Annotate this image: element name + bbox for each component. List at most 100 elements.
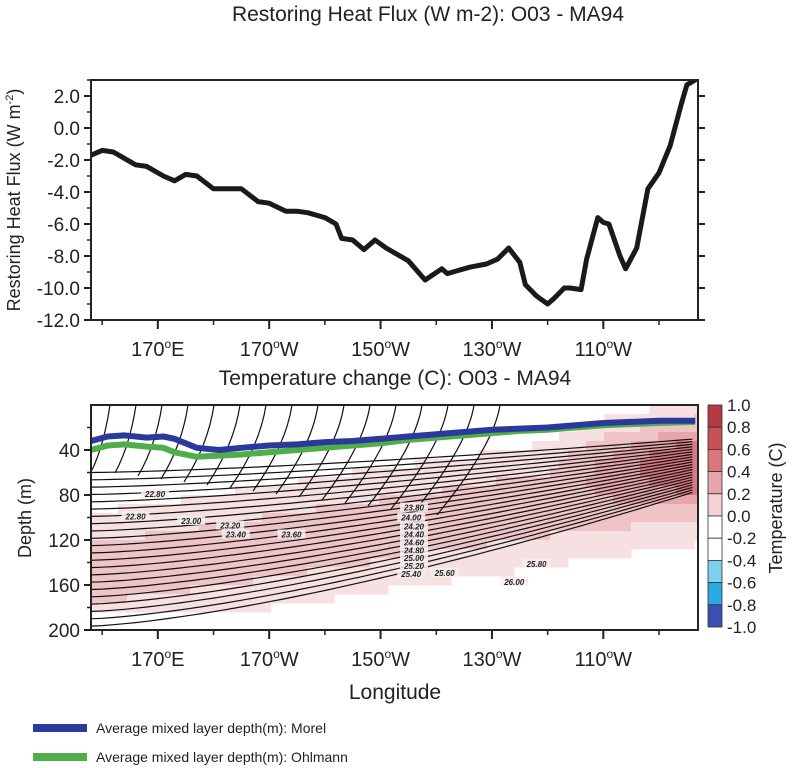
legend-label-ohlmann: Average mixed layer depth(m): Ohlmann [96, 749, 348, 765]
anomaly-cell [649, 423, 659, 433]
anomaly-cell [226, 540, 236, 550]
isotherm-label: 23.20 [219, 522, 241, 531]
anomaly-cell [640, 468, 650, 478]
anomaly-cell [253, 486, 263, 496]
isotherm-line [91, 474, 693, 576]
anomaly-cell [145, 585, 155, 595]
anomaly-cell [172, 567, 182, 577]
anomaly-cell [262, 558, 272, 568]
anomaly-cell [145, 567, 155, 577]
anomaly-cell [460, 513, 470, 523]
isotherm-label-bg [399, 521, 428, 531]
anomaly-cell [226, 567, 236, 577]
anomaly-cell [100, 567, 110, 577]
anomaly-cell [604, 477, 614, 487]
anomaly-cell [109, 567, 119, 577]
temperature-y-tick-label: 200 [48, 621, 80, 642]
anomaly-cell [658, 432, 668, 442]
anomaly-cell [676, 504, 686, 514]
isotherm-line [91, 486, 693, 612]
anomaly-cell [370, 585, 380, 595]
anomaly-cell [298, 567, 308, 577]
isotherm-line [91, 441, 693, 481]
anomaly-cell [676, 423, 686, 433]
anomaly-cell [136, 540, 146, 550]
heat-flux-y-tick-label: -2.0 [47, 151, 80, 172]
anomaly-cell [649, 540, 659, 550]
anomaly-cell [190, 504, 200, 514]
anomaly-cell [361, 477, 371, 487]
anomaly-cell [451, 477, 461, 487]
anomaly-cell [370, 531, 380, 541]
anomaly-cell [136, 558, 146, 568]
isotherm-line [91, 451, 693, 510]
anomaly-cell [496, 459, 506, 469]
anomaly-cell [127, 504, 137, 514]
colorbar-swatch [707, 537, 723, 561]
anomaly-cell [100, 594, 110, 604]
anomaly-cell [343, 558, 353, 568]
anomaly-cell [280, 558, 290, 568]
isotherm-label-bg [500, 576, 529, 586]
isotherm-label-bg [141, 489, 170, 498]
anomaly-cell [523, 549, 533, 559]
anomaly-cell [478, 540, 488, 550]
anomaly-cell [298, 558, 308, 568]
anomaly-cell [469, 486, 479, 496]
anomaly-cell [505, 459, 515, 469]
isotherm-label: 24.60 [403, 538, 425, 547]
anomaly-cell [136, 522, 146, 532]
anomaly-cell [181, 585, 191, 595]
colorbar-tick-label: 0.6 [727, 440, 751, 459]
anomaly-cell [694, 468, 698, 478]
anomaly-cell [586, 531, 596, 541]
anomaly-cell [307, 585, 317, 595]
anomaly-cell [118, 531, 128, 541]
anomaly-cell [460, 558, 470, 568]
anomaly-cell [577, 486, 587, 496]
anomaly-cell [640, 504, 650, 514]
anomaly-cell [676, 432, 686, 442]
anomaly-cell [568, 432, 578, 442]
anomaly-cell [523, 513, 533, 523]
anomaly-cell [379, 558, 389, 568]
isotherm-label: 25.60 [434, 569, 456, 578]
anomaly-cell [613, 414, 623, 424]
anomaly-cell [397, 477, 407, 487]
anomaly-cell [685, 504, 695, 514]
anomaly-cell [649, 486, 659, 496]
anomaly-cell [91, 513, 101, 523]
heat-flux-x-tick-label: 170oE [131, 337, 184, 361]
anomaly-cell [307, 486, 317, 496]
anomaly-cell [478, 504, 488, 514]
colorbar-tick-label: 1.0 [727, 396, 751, 415]
temperature-x-tick-label: 170oW [240, 647, 299, 671]
anomaly-cell [496, 468, 506, 478]
anomaly-cell [379, 486, 389, 496]
anomaly-cell [271, 531, 281, 541]
anomaly-cell [145, 558, 155, 568]
anomaly-cell [532, 477, 542, 487]
isotherm-label: 23.80 [403, 504, 425, 513]
anomaly-cell [577, 477, 587, 487]
anomaly-cell [595, 540, 605, 550]
anomaly-cell [532, 549, 542, 559]
anomaly-cell [595, 468, 605, 478]
anomaly-cell [685, 522, 695, 532]
anomaly-cell [172, 531, 182, 541]
isotherm-label: 24.80 [403, 546, 425, 555]
anomaly-cell [145, 594, 155, 604]
anomaly-cell [271, 540, 281, 550]
heat-flux-chart-title: Restoring Heat Flux (W m-2): O03 - MA94 [232, 3, 624, 26]
anomaly-cell [658, 459, 668, 469]
anomaly-cell [244, 513, 254, 523]
anomaly-cell [235, 585, 245, 595]
anomaly-cell [649, 405, 659, 415]
anomaly-cell [208, 495, 218, 505]
heat-flux-plot-frame [90, 79, 699, 321]
anomaly-cell [676, 405, 686, 415]
colorbar-tick-label: -0.2 [727, 529, 756, 548]
anomaly-cell [334, 585, 344, 595]
anomaly-cell [631, 504, 641, 514]
colorbar-swatch [707, 582, 723, 606]
